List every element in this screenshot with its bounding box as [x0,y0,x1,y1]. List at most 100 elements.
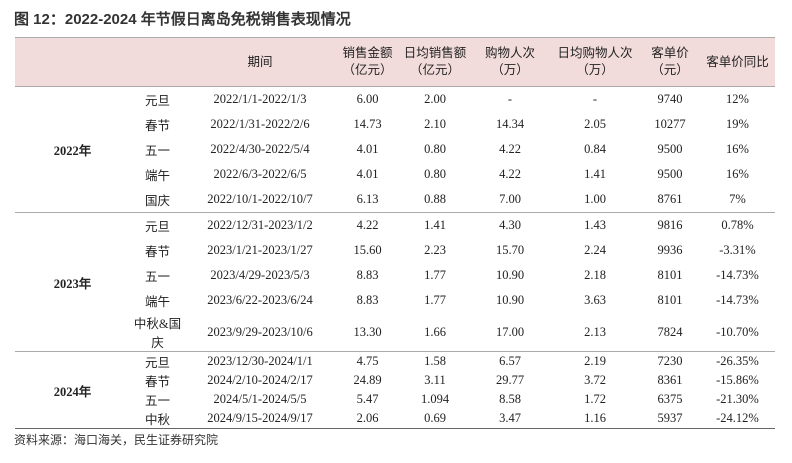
data-cell: 24.89 [353,373,382,387]
data-cell: 13.30 [353,324,382,339]
data-cell: 8761 [657,192,683,206]
data-cell: 4.01 [356,142,379,156]
data-cell: -21.30% [716,392,759,406]
data-cell: -14.73% [716,268,759,282]
data-cell: -14.73% [716,293,759,307]
holiday-cell: 中秋 [130,409,185,429]
data-cell: 1.16 [550,409,640,429]
data-cell: 2.06 [335,409,400,429]
data-cell: 19% [726,117,749,131]
header-cell: 客单价同比 [700,37,775,87]
data-cell: 1.66 [424,324,446,339]
data-cell: 2023/9/29-2023/10/6 [207,324,313,339]
data-cell: 3.63 [584,293,606,307]
data-cell: 16% [726,142,749,156]
data-cell: 2.13 [584,324,606,339]
data-cell: 0.88 [424,192,446,206]
data-cell: 1.43 [550,212,640,238]
row: 2022年 元旦 2022/1/1-2022/1/3 6.00 2.00- -9740 12… [15,86,775,213]
data-cell: 9500 [657,167,683,181]
data-cell: 9740 [640,86,700,112]
data-cell: 2024/9/15-2024/9/17 [185,409,335,429]
row: 春节 2022/1/31-2022/2/6 14.73 2.10 14.34 2.05 10… [15,112,775,137]
header-cell: 日均购物人次（万） [550,37,640,87]
data-cell: 1.77 [424,293,446,307]
holiday-cell: 五一 [144,144,170,158]
data-cell: -15.86% [716,373,759,387]
data-cell: 4.01 [356,167,379,181]
holiday-cell: 春节 [144,245,170,259]
row: 2024年 元旦 2023/12/30-2024/1/1 4.75 1.58 6.57 2.… [15,351,775,429]
header-cell: 日均销售额（亿元） [400,37,470,87]
data-cell: 5.47 [356,392,379,406]
data-cell: -3.31% [719,243,756,257]
data-cell: 29.77 [495,373,525,387]
data-cell: 4.75 [335,351,400,371]
data-cell: 0.80 [424,167,446,181]
data-cell: 9816 [640,212,700,238]
data-cell: - [470,86,550,112]
holiday-cell: 五一 [144,394,170,408]
data-cell: 10277 [654,117,686,131]
data-cell: 2.24 [584,243,606,257]
table: 期间 销售金额（亿元） 日均销售额（亿元） 购物人次（万） 日均购物人次（万） 客单价（元… [15,37,775,429]
year-cell: 2024年 [15,351,130,429]
row: 中秋&国庆 2023/9/29-2023/10/6 13.30 1.66 17.00 2.… [15,313,775,352]
header-cell: 客单价（元） [640,37,700,87]
holiday-cell: 元旦 [130,351,185,371]
header-cell: 购物人次（万） [470,37,550,87]
holiday-cell: 元旦 [130,86,185,112]
data-cell: 2023/4/29-2023/5/3 [210,268,310,282]
data-cell: 8.83 [356,293,379,307]
data-cell: 3.11 [424,373,446,387]
data-cell: 0.80 [424,142,446,156]
year-cell: 2022年 [15,86,130,213]
row: 中秋 2024/9/15-2024/9/17 2.06 0.69 3.47 1.16 593… [15,409,775,429]
row: 国庆 2022/10/1-2022/10/7 6.13 0.88 7.00 1.00 876… [15,187,775,213]
data-cell: 2.18 [584,268,606,282]
data-cell: 8101 [657,268,683,282]
holiday-cell: 春节 [144,375,170,389]
data-cell: 2024/5/1-2024/5/5 [213,392,307,406]
year-cell: 2023年 [15,212,130,352]
data-cell: 2022/12/31-2023/1/2 [185,212,335,238]
data-cell: 8.58 [499,392,521,406]
header-blank [15,37,185,87]
data-cell: 10.90 [495,293,525,307]
data-cell: 4.22 [499,142,521,156]
holiday-cell: 春节 [144,119,170,133]
data-cell: 2022/10/1-2022/10/7 [207,192,313,206]
data-cell: 15.60 [353,243,382,257]
row: 端午 2022/6/3-2022/6/5 4.01 0.80 4.22 1.41 9500 1… [15,162,775,187]
header-row: 期间 销售金额（亿元） 日均销售额（亿元） 购物人次（万） 日均购物人次（万） 客单价（元… [15,37,775,87]
data-cell: - [550,86,640,112]
data-cell: 2.05 [584,117,606,131]
data-cell: 9500 [657,142,683,156]
data-cell: 12% [700,86,775,112]
holiday-cell: 元旦 [130,212,185,238]
data-cell: 10.90 [495,268,525,282]
table-body: 2022年 元旦 2022/1/1-2022/1/3 6.00 2.00- -9740 12… [15,86,775,429]
holiday-cell: 端午 [144,295,170,309]
data-cell: 15.70 [495,243,525,257]
data-cell: 2.00 [400,86,470,112]
data-cell: 8361 [657,373,683,387]
data-cell: 3.47 [470,409,550,429]
data-cell: 17.00 [495,324,525,339]
data-cell: 0.78% [700,212,775,238]
data-cell: 2024/2/10-2024/2/17 [207,373,313,387]
row: 春节 2024/2/10-2024/2/17 24.89 3.11 29.77 3.72 8… [15,371,775,390]
data-cell: 6375 [657,392,683,406]
data-cell: 2022/1/31-2022/2/6 [210,117,310,131]
header-cell: 销售金额（亿元） [335,37,400,87]
data-cell: 14.73 [353,117,382,131]
data-cell: 2022/1/1-2022/1/3 [185,86,335,112]
holiday-cell: 中秋&国庆 [133,317,182,350]
data-cell: 5937 [640,409,700,429]
row: 五一 2022/4/30-2022/5/4 4.01 0.80 4.22 0.84 9500… [15,137,775,162]
title: 图 12：2022-2024 年节假日离岛免税销售表现情况 [14,11,351,28]
data-cell: 1.58 [400,351,470,371]
data-cell: 1.00 [584,192,606,206]
data-cell: 4.22 [499,167,521,181]
data-cell: 7824 [657,324,683,339]
